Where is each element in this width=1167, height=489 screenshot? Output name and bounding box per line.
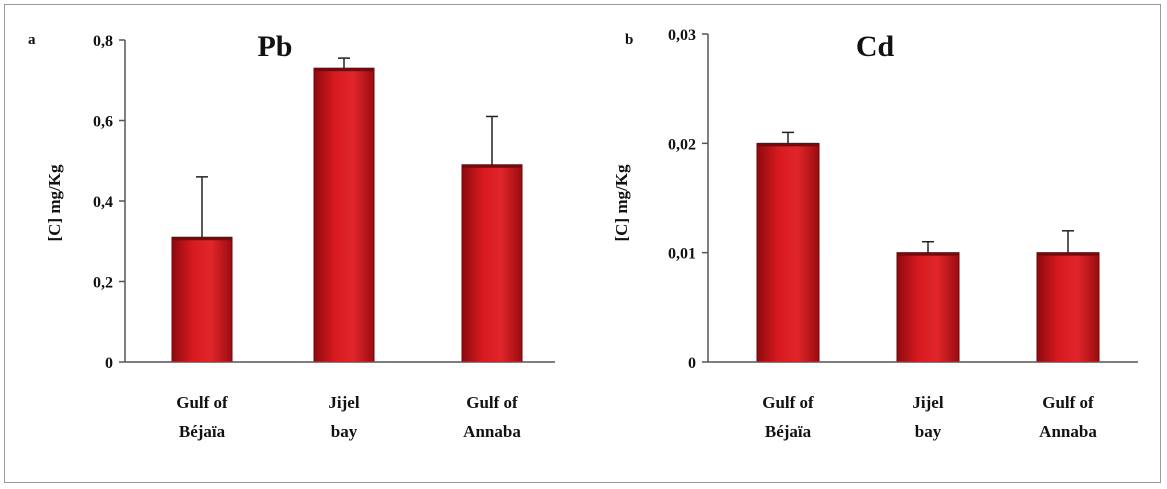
bars-cd (756, 131, 1100, 363)
y-axis-label-pb: [C] mg/Kg (45, 164, 64, 241)
y-tick-label: 0,2 (93, 275, 113, 292)
y-tick-label: 0,03 (668, 27, 696, 44)
bar-top-edge (897, 252, 959, 256)
bar-cd-3 (1036, 252, 1100, 363)
y-tick-label: 0,02 (668, 136, 696, 153)
bar-cd-1 (756, 142, 820, 363)
chart-title-cd: Cd (856, 30, 895, 63)
bars-pb (171, 57, 523, 363)
bar-pb-3 (461, 164, 523, 363)
bar-top-edge (172, 237, 232, 241)
x-category-label: Gulf of Béjaïa (762, 393, 814, 441)
y-axis-label-cd: [C] mg/Kg (612, 164, 631, 241)
bar-top-edge (757, 143, 819, 147)
x-category-label: Jijel bay (328, 393, 359, 441)
bar-cd-2 (896, 252, 960, 363)
y-ticks-cd: 0 0,01 0,02 0,03 (668, 27, 708, 372)
x-category-label: Jijel bay (912, 393, 943, 441)
y-tick-label: 0 (105, 355, 113, 372)
x-categories-pb: Gulf of Béjaïa Jijel bay Gulf of Annaba (176, 393, 521, 441)
bar-top-edge (314, 68, 374, 72)
chart-title-pb: Pb (257, 30, 292, 63)
x-categories-cd: Gulf of Béjaïa Jijel bay Gulf of Annaba (762, 393, 1097, 441)
y-tick-label: 0 (688, 355, 696, 372)
y-tick-label: 0,6 (93, 114, 113, 131)
bar-top-edge (1037, 252, 1099, 256)
chart-panel-cd: b Cd [C] mg/Kg 0 0,01 0,02 0,03 Gulf of Béja… (612, 27, 1138, 441)
y-ticks-pb: 0 0,2 0,4 0,6 0,8 (93, 33, 125, 372)
y-tick-label: 0,01 (668, 246, 696, 263)
x-category-label: Gulf of Béjaïa (176, 393, 228, 441)
y-tick-label: 0,8 (93, 33, 113, 50)
bar-pb-1 (171, 236, 233, 363)
panel-letter-a: a (28, 32, 36, 48)
x-category-label: Gulf of Annaba (1039, 393, 1097, 441)
panel-letter-b: b (625, 32, 633, 48)
bar-top-edge (462, 164, 522, 168)
chart-panel-pb: a Pb [C] mg/Kg 0 0,2 0,4 0,6 0,8 Gulf of Béja… (28, 30, 555, 441)
y-tick-label: 0,4 (93, 194, 113, 211)
bar-pb-2 (313, 67, 375, 363)
x-category-label: Gulf of Annaba (463, 393, 521, 441)
